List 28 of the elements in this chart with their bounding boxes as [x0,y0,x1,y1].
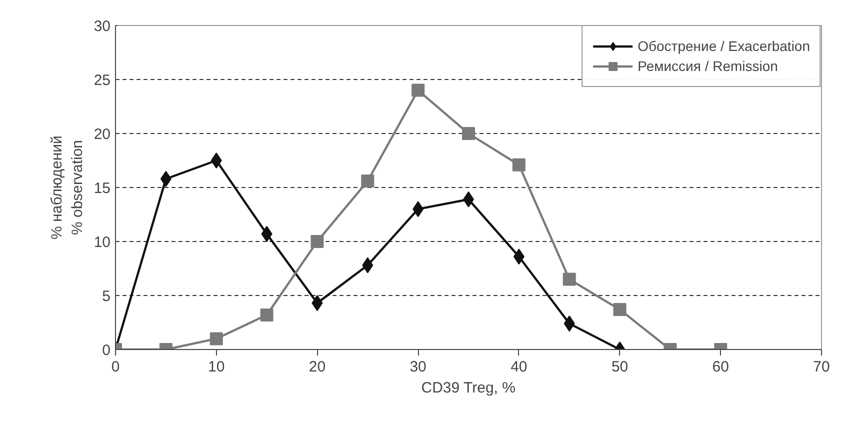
y-tick-label: 10 [94,234,111,251]
point [613,303,626,316]
point [562,272,576,286]
y-tick-label: 5 [102,288,110,305]
x-axis-title: CD39 Treg, % [421,380,516,396]
x-tick-label: 50 [611,358,628,376]
y-tick-label: 20 [94,126,111,143]
y-tick-label: 25 [94,72,111,89]
point [210,152,222,168]
x-tick-label: 70 [813,358,830,376]
point [412,84,425,97]
y-tick-label: 0 [102,342,110,359]
point [310,235,324,248]
legend-label: Ремиссия / Remission [638,58,778,74]
y-axis-title: % наблюдений % observation [48,136,86,240]
x-tick-label: 20 [308,358,326,376]
point [260,308,274,322]
point [462,127,475,140]
x-tick-label: 60 [712,358,729,376]
x-tick-label: 40 [510,358,528,376]
legend-label: Обострение / Exacerbation [638,38,810,54]
x-tick-label: 10 [208,358,225,376]
point [361,174,374,188]
point [512,158,526,172]
y-tick-label: 30 [94,18,111,35]
y-tick-label: 15 [94,180,111,197]
x-tick-label: 30 [410,358,426,376]
point [210,332,223,346]
